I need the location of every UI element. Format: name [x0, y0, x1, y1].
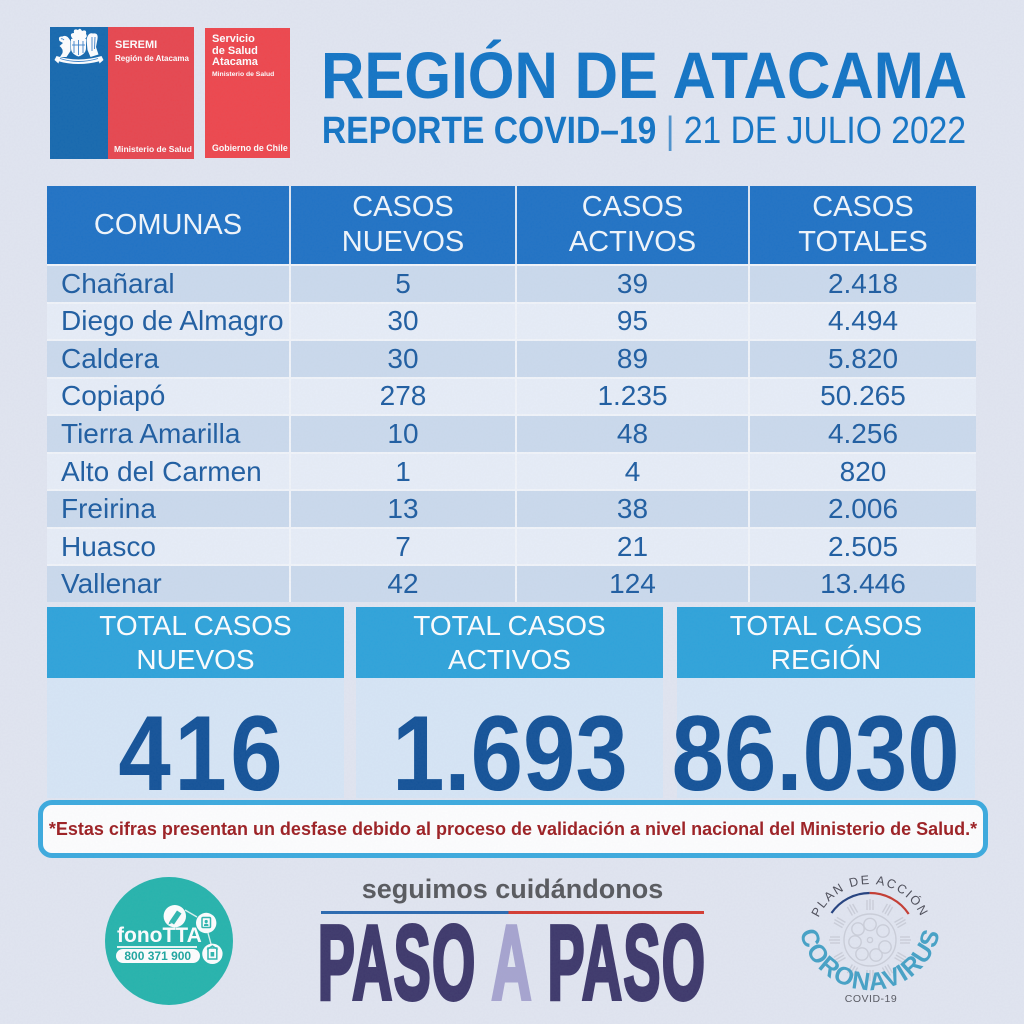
svg-text:CORONAVIRUS: CORONAVIRUS — [794, 925, 946, 996]
svg-text:COVID-19: COVID-19 — [845, 993, 897, 1005]
svg-text:PLAN DE ACCIÓN: PLAN DE ACCIÓN — [809, 873, 932, 919]
